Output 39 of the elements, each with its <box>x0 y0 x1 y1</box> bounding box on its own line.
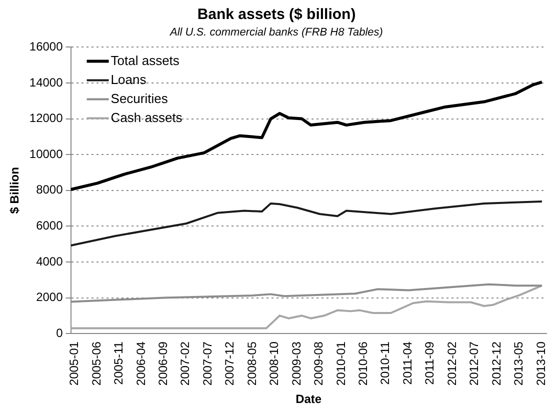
x-tick-label: 2010-11 <box>378 341 392 385</box>
x-tick-label: 2005-01 <box>67 341 82 386</box>
y-tick-label: 6000 <box>36 218 64 232</box>
x-tick-label: 2009-03 <box>289 341 304 386</box>
x-tick-label: 2011-04 <box>400 341 414 385</box>
x-tick-label: 2005-06 <box>89 341 104 386</box>
x-tick-label: 2007-12 <box>222 341 237 386</box>
x-tick-label: 2013-05 <box>512 341 526 386</box>
x-axis-title: Date <box>296 392 322 406</box>
legend-label: Securities <box>110 90 168 106</box>
x-tick-label: 2012-12 <box>489 341 504 386</box>
legend-label: Total assets <box>110 52 180 68</box>
x-tick-label: 2010-06 <box>356 341 370 386</box>
x-tick-label: 2012-02 <box>444 341 459 386</box>
x-tick-label: 2008-10 <box>267 341 282 386</box>
x-tick-label: 2006-04 <box>134 341 148 386</box>
x-tick-label: 2013-10 <box>534 341 548 386</box>
x-tick-label: 2006-09 <box>156 341 170 386</box>
chart-subtitle: All U.S. commercial banks (FRB H8 Tables) <box>169 26 384 39</box>
legend-label: Cash assets <box>110 110 183 125</box>
x-tick-label: 2008-05 <box>244 341 259 386</box>
x-tick-label: 2005-11 <box>112 341 126 385</box>
x-tick-label: 2009-08 <box>312 341 326 386</box>
y-tick-label: 8000 <box>36 182 64 197</box>
y-tick-label: 16000 <box>29 40 64 54</box>
x-tick-label: 2010-01 <box>334 341 348 386</box>
y-tick-label: 4000 <box>36 254 64 268</box>
chart-title: Bank assets ($ billion) <box>197 6 356 24</box>
y-tick-label: 12000 <box>29 111 64 126</box>
y-tick-label: 14000 <box>29 75 64 90</box>
y-tick-label: 2000 <box>36 290 64 304</box>
x-tick-label: 2012-07 <box>467 341 482 386</box>
legend-label: Loans <box>110 72 147 87</box>
y-tick-label: 10000 <box>29 146 64 161</box>
y-axis-title: $ Billion <box>8 167 22 214</box>
x-tick-label: 2007-02 <box>178 341 192 386</box>
y-tick-label: 0 <box>56 326 64 340</box>
x-tick-label: 2011-09 <box>422 341 437 385</box>
x-tick-label: 2007-07 <box>200 341 214 386</box>
